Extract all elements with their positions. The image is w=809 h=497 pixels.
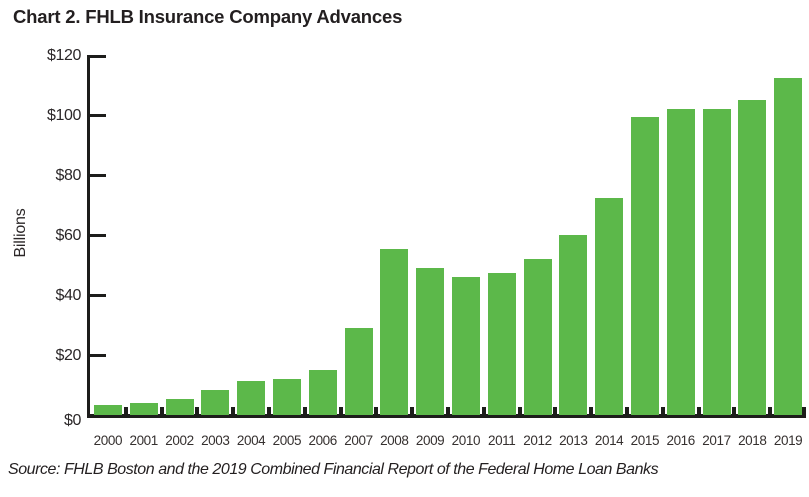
x-tick	[446, 407, 450, 415]
y-tick-label: $60	[55, 226, 82, 244]
x-tick	[553, 407, 558, 415]
bar-2016	[666, 109, 695, 415]
x-tick	[267, 407, 271, 415]
x-tick	[625, 407, 629, 415]
bar-2000	[93, 404, 122, 415]
bar-2006	[308, 370, 337, 415]
x-tick-label: 2008	[380, 433, 409, 448]
y-axis-tick-labels: $0 $20 $40 $60 $80 $100 $120	[0, 47, 82, 430]
x-tick-label: 2005	[272, 433, 302, 448]
plot-area	[90, 55, 806, 415]
bar-2012	[523, 259, 552, 415]
y-tick-label: $40	[55, 286, 82, 304]
bar-2014	[595, 197, 624, 415]
x-tick	[302, 407, 307, 415]
bar-2007	[344, 328, 373, 415]
y-tick-label: $100	[47, 106, 81, 124]
bar-2008	[380, 248, 409, 415]
bar-2004	[237, 380, 266, 415]
x-tick-label: 2004	[236, 433, 266, 448]
x-tick	[732, 407, 737, 415]
y-tick	[90, 233, 106, 237]
y-tick	[90, 293, 106, 297]
x-tick-label: 2010	[451, 433, 481, 448]
x-tick-label: 2019	[773, 433, 803, 448]
bar-2017	[702, 109, 731, 415]
x-tick	[231, 407, 236, 415]
bar-2002	[165, 398, 194, 415]
x-tick	[517, 407, 522, 415]
x-tick-label: 2007	[344, 433, 373, 448]
x-axis-tick-labels: 2000 2001 2002 2003 2004 2005 2006 2007 2008 2009…	[90, 433, 806, 451]
y-tick-label: $20	[55, 346, 82, 364]
x-tick	[481, 407, 486, 415]
source-note: Source: FHLB Boston and the 2019 Combine…	[8, 461, 659, 478]
x-tick-label: 2011	[487, 433, 516, 448]
x-tick-label: 2017	[702, 433, 731, 448]
x-tick-label: 2018	[738, 433, 767, 448]
x-tick-label: 2016	[666, 433, 695, 448]
bar-2003	[201, 389, 230, 415]
x-tick-label: 2014	[594, 433, 624, 448]
y-tick	[90, 173, 106, 177]
bar-2018	[738, 100, 767, 415]
x-tick-label: 2013	[559, 433, 588, 448]
bar-2019	[774, 77, 803, 415]
x-tick-label: 2001	[129, 433, 158, 448]
bar-2009	[416, 268, 445, 415]
x-tick	[123, 407, 128, 415]
x-tick-label: 2006	[308, 433, 337, 448]
x-tick	[802, 407, 806, 415]
y-tick	[90, 353, 106, 357]
y-tick-label: $80	[55, 166, 82, 184]
bar-2015	[630, 116, 659, 415]
x-tick	[338, 407, 343, 415]
y-tick	[90, 55, 106, 58]
x-tick-label: 2012	[523, 433, 552, 448]
y-tick	[90, 113, 106, 117]
x-tick	[768, 407, 773, 415]
bar-2005	[272, 379, 301, 415]
x-tick-label: 2015	[630, 433, 660, 448]
x-tick	[374, 407, 379, 415]
x-tick-label: 2002	[165, 433, 194, 448]
chart-title: Chart 2. FHLB Insurance Company Advances	[13, 6, 403, 27]
bar-2013	[559, 235, 588, 415]
x-tick-label: 2000	[93, 433, 123, 448]
bar-2001	[129, 403, 158, 415]
y-tick-label: $120	[47, 46, 81, 64]
bar-2011	[487, 272, 516, 415]
x-tick-label: 2003	[201, 433, 230, 448]
x-tick	[195, 407, 200, 415]
y-tick-label: $0	[64, 411, 81, 429]
x-tick	[660, 407, 665, 415]
x-tick-label: 2009	[415, 433, 445, 448]
y-axis-line	[87, 55, 90, 418]
x-tick	[589, 407, 594, 415]
x-tick	[696, 407, 701, 415]
x-axis-line	[87, 414, 806, 418]
x-tick	[159, 407, 164, 415]
bar-2010	[451, 277, 480, 415]
x-tick	[410, 407, 415, 415]
